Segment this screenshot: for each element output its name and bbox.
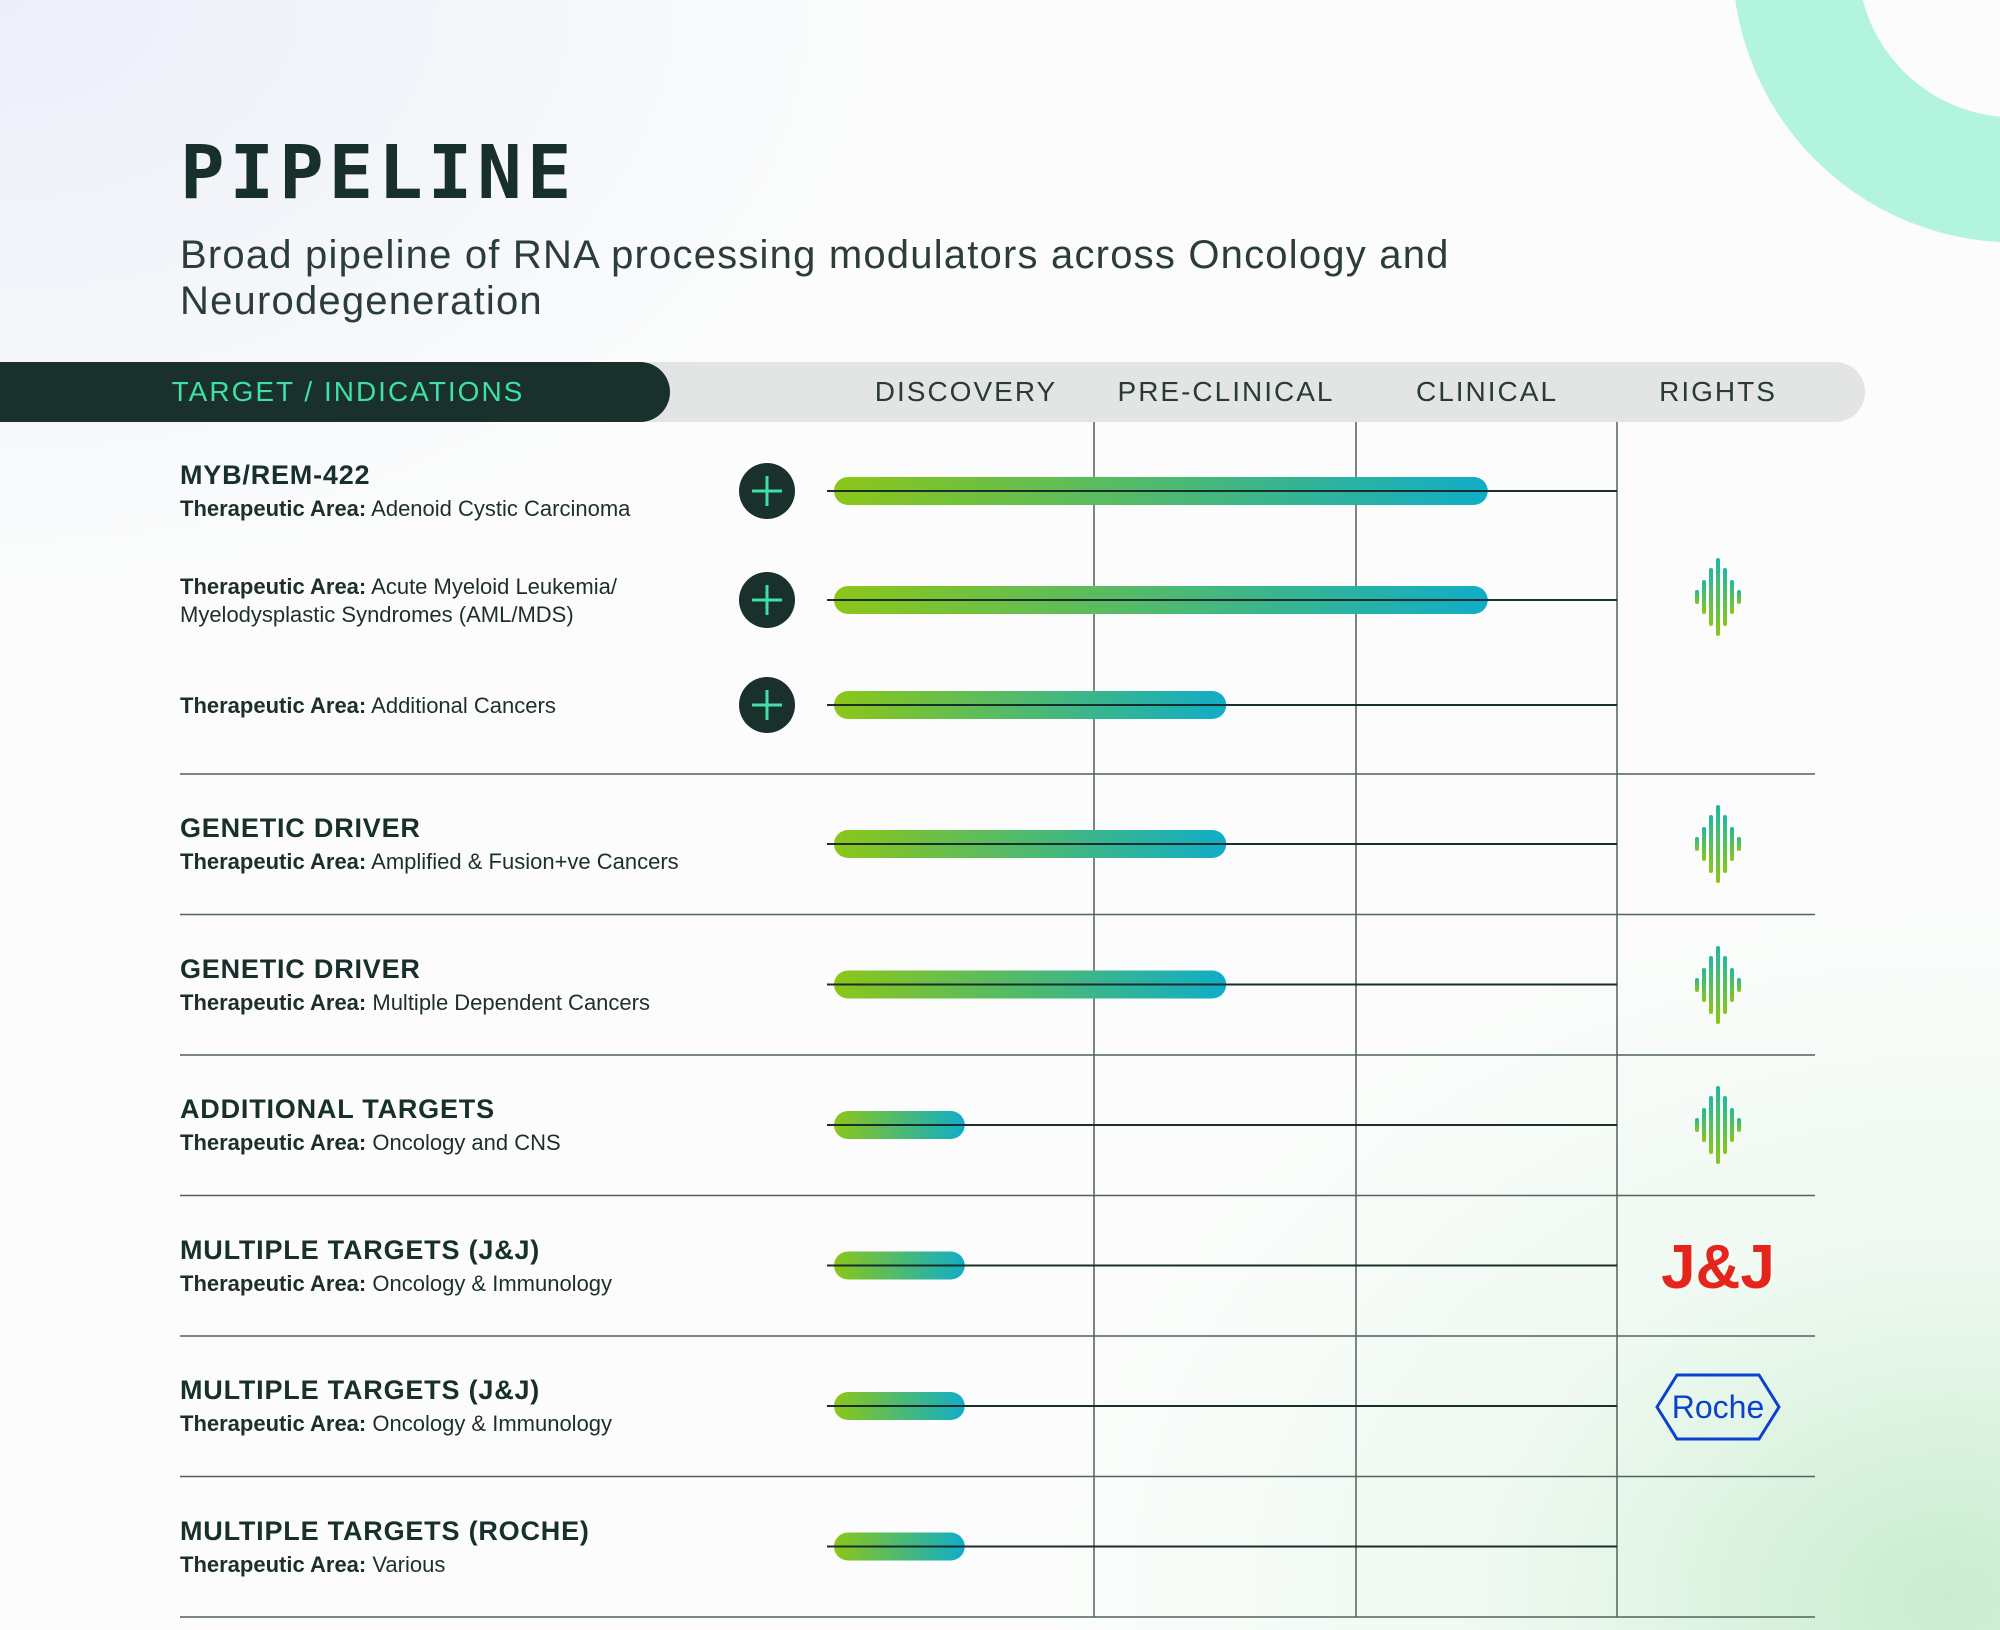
therapeutic-area: Therapeutic Area: Oncology & Immunology xyxy=(180,1410,1080,1438)
area-label: Therapeutic Area: xyxy=(180,496,367,521)
wave-bar xyxy=(1716,558,1720,636)
area-label: Therapeutic Area: xyxy=(180,1270,367,1296)
target-name: MULTIPLE TARGETS (J&J) xyxy=(180,1234,541,1265)
therapeutic-area: Therapeutic Area: Acute Myeloid Leukemia… xyxy=(180,573,700,629)
roche-hexagon xyxy=(1655,1373,1781,1441)
area-label: Therapeutic Area: xyxy=(180,1411,367,1436)
wave-bar xyxy=(1702,1108,1706,1142)
grid xyxy=(180,422,1815,1618)
area-text: Acute Myeloid Leukemia/ Myelodysplastic … xyxy=(180,574,617,627)
area-label: Therapeutic Area: xyxy=(180,849,367,874)
target-name: MULTIPLE TARGETS (J&J) xyxy=(180,1375,541,1405)
wave-bar xyxy=(1716,805,1720,883)
target-name: GENETIC DRIVER xyxy=(180,953,421,984)
wave-bar xyxy=(1702,968,1706,1002)
wave-bar xyxy=(1723,568,1727,626)
wave-bar xyxy=(1695,590,1699,604)
therapeutic-area: Therapeutic Area: Oncology and CNS xyxy=(180,1129,1080,1157)
therapeutic-area: Therapeutic Area: Oncology & Immunology xyxy=(180,1270,1080,1298)
wave-bar xyxy=(1730,580,1734,614)
wave-bar xyxy=(1695,1118,1699,1132)
wave-icons xyxy=(1695,558,1741,1164)
rights-logo-jj: J&J xyxy=(1661,1233,1775,1302)
title: PIPELINE xyxy=(180,130,577,216)
target-name: GENETIC DRIVER xyxy=(180,813,421,843)
decor-ring xyxy=(1735,0,2000,243)
area-text: Oncology & Immunology xyxy=(372,1270,613,1296)
rights-logo-roche: Roche xyxy=(1672,1389,1765,1425)
column-header: RIGHTS xyxy=(1659,376,1777,407)
area-text: Amplified & Fusion+ve Cancers xyxy=(371,849,679,874)
area-label: Therapeutic Area: xyxy=(180,1130,367,1155)
therapeutic-area: Therapeutic Area: Various xyxy=(180,1551,1080,1579)
wave-bar xyxy=(1702,580,1706,614)
area-label: Therapeutic Area: xyxy=(180,693,367,718)
wave-bar xyxy=(1730,968,1734,1002)
column-header: TARGET / INDICATIONS xyxy=(171,376,525,407)
rights-icon xyxy=(1695,946,1741,1024)
rights-icon xyxy=(1695,1086,1741,1164)
area-text: Adenoid Cystic Carcinoma xyxy=(371,496,631,521)
area-label: Therapeutic Area: xyxy=(180,574,367,599)
wave-bar xyxy=(1716,1086,1720,1164)
wave-bar xyxy=(1723,1096,1727,1154)
header-dark xyxy=(0,362,670,422)
wave-bar xyxy=(1723,815,1727,873)
area-text: Oncology and CNS xyxy=(372,1130,561,1155)
wave-bar xyxy=(1709,956,1713,1014)
rights-icon xyxy=(1695,805,1741,883)
wave-bar xyxy=(1702,827,1706,861)
wave-bar xyxy=(1737,978,1741,992)
area-label: Therapeutic Area: xyxy=(180,1551,367,1577)
area-text: Various xyxy=(372,1551,446,1577)
therapeutic-area: Therapeutic Area: Adenoid Cystic Carcino… xyxy=(180,495,1080,523)
target-name: MULTIPLE TARGETS (ROCHE) xyxy=(180,1515,590,1546)
wave-bar xyxy=(1716,946,1720,1024)
subtitle: Broad pipeline of RNA processing modulat… xyxy=(180,233,1450,323)
plus-icon xyxy=(752,585,782,615)
wave-bar xyxy=(1695,978,1699,992)
therapeutic-area: Therapeutic Area: Amplified & Fusion+ve … xyxy=(180,848,1080,876)
target-name: ADDITIONAL TARGETS xyxy=(180,1094,495,1124)
rights-icon xyxy=(1695,558,1741,636)
wave-bar xyxy=(1709,1096,1713,1154)
area-text: Multiple Dependent Cancers xyxy=(372,989,650,1015)
therapeutic-area: Therapeutic Area: Multiple Dependent Can… xyxy=(180,989,1080,1017)
target-name: MYB/REM-422 xyxy=(180,460,371,490)
column-header: CLINICAL xyxy=(1415,376,1559,407)
area-text: Oncology & Immunology xyxy=(372,1411,613,1436)
area-text: Additional Cancers xyxy=(371,693,556,718)
wave-bar xyxy=(1737,590,1741,604)
therapeutic-area: Therapeutic Area: Additional Cancers xyxy=(180,692,1080,720)
column-header: PRE-CLINICAL xyxy=(1117,376,1335,407)
wave-bar xyxy=(1695,837,1699,851)
wave-bar xyxy=(1730,827,1734,861)
column-header: DISCOVERY xyxy=(874,376,1058,407)
wave-bar xyxy=(1737,837,1741,851)
wave-bar xyxy=(1737,1118,1741,1132)
area-label: Therapeutic Area: xyxy=(180,989,367,1015)
plus-icon xyxy=(752,476,782,506)
wave-bar xyxy=(1709,568,1713,626)
wave-bar xyxy=(1723,956,1727,1014)
wave-bar xyxy=(1730,1108,1734,1142)
wave-bar xyxy=(1709,815,1713,873)
plus-icon xyxy=(752,690,782,720)
